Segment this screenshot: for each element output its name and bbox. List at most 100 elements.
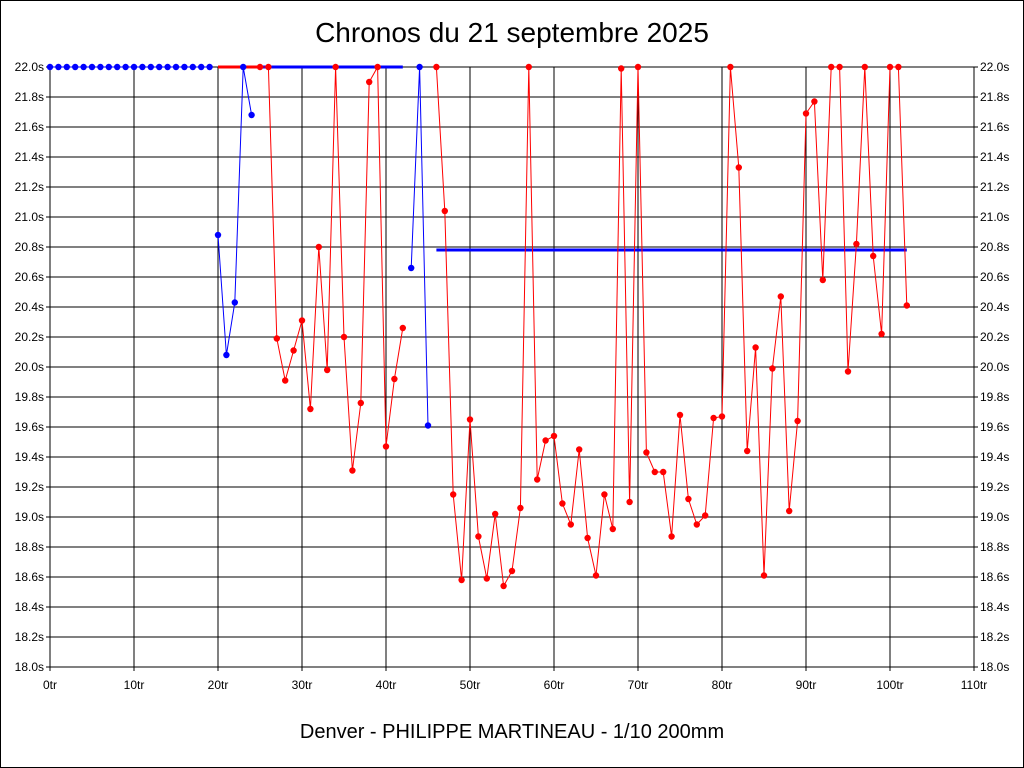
data-point <box>189 63 196 71</box>
data-point <box>500 582 507 590</box>
y-tick-label-right: 19.0s <box>980 510 1009 524</box>
data-point <box>542 437 549 444</box>
y-tick-label-left: 18.8s <box>15 540 44 554</box>
y-tick-label-left: 20.8s <box>15 240 44 254</box>
data-point <box>147 63 154 71</box>
data-point <box>248 111 255 119</box>
data-point <box>324 366 331 374</box>
data-point <box>282 377 289 384</box>
data-point <box>870 252 877 260</box>
data-point <box>475 533 482 540</box>
data-point <box>828 63 835 71</box>
data-point <box>240 63 247 71</box>
series-line-3 <box>410 66 429 426</box>
y-tick-label-right: 18.6s <box>980 570 1009 584</box>
data-point <box>433 63 440 71</box>
data-point <box>584 534 591 542</box>
y-tick-label-left: 20.4s <box>15 300 44 314</box>
data-point <box>626 498 633 506</box>
data-point <box>794 417 801 425</box>
y-tick-label-right: 21.4s <box>980 150 1009 164</box>
data-point <box>466 416 474 423</box>
data-point <box>819 276 826 284</box>
y-tick-label-right: 20.2s <box>980 330 1009 344</box>
y-tick-label-left: 18.4s <box>15 600 44 614</box>
data-point <box>702 512 709 519</box>
chart-title: Chronos du 21 septembre 2025 <box>315 17 709 48</box>
data-point <box>802 110 810 117</box>
data-point <box>265 63 272 71</box>
data-point <box>256 63 264 71</box>
y-tick-label-right: 19.4s <box>980 450 1009 464</box>
data-point <box>676 411 684 419</box>
data-point <box>231 299 238 306</box>
y-tick-label-right: 18.2s <box>980 630 1009 644</box>
y-tick-label-left: 19.8s <box>15 390 44 404</box>
data-point <box>391 375 398 383</box>
y-tick-label-left: 20.6s <box>15 270 44 284</box>
y-tick-label-left: 19.2s <box>15 480 44 494</box>
data-point <box>139 63 146 71</box>
y-tick-label-right: 21.6s <box>980 120 1009 134</box>
y-tick-label-right: 22.0s <box>980 60 1009 74</box>
y-tick-label-right: 20.6s <box>980 270 1009 284</box>
data-point <box>777 293 784 300</box>
data-point <box>46 63 54 71</box>
y-tick-label-right: 20.0s <box>980 360 1009 374</box>
y-tick-label-left: 18.0s <box>15 660 44 674</box>
data-point <box>660 468 667 476</box>
data-point <box>853 240 860 248</box>
y-tick-label-right: 19.6s <box>980 420 1009 434</box>
data-point <box>508 567 516 575</box>
y-tick-label-right: 21.0s <box>980 210 1009 224</box>
y-tick-label-left: 21.4s <box>15 150 44 164</box>
data-point <box>559 500 566 507</box>
data-point <box>105 63 113 71</box>
y-tick-label-right: 21.2s <box>980 180 1009 194</box>
y-tick-label-left: 20.0s <box>15 360 44 374</box>
y-tick-label-right: 18.0s <box>980 660 1009 674</box>
y-tick-label-left: 21.8s <box>15 90 44 104</box>
data-point <box>643 449 650 456</box>
data-point <box>760 572 768 579</box>
data-point <box>122 63 129 71</box>
data-point <box>483 575 490 582</box>
data-point <box>273 335 280 342</box>
data-point <box>525 63 532 71</box>
data-point <box>307 405 314 413</box>
data-point <box>164 63 171 71</box>
data-point <box>878 330 885 338</box>
x-tick-label: 50tr <box>460 678 481 692</box>
data-point <box>97 63 104 71</box>
x-tick-label: 90tr <box>796 678 817 692</box>
x-tick-label: 70tr <box>628 678 649 692</box>
data-point <box>156 63 163 71</box>
x-tick-label: 20tr <box>208 678 229 692</box>
data-point <box>861 63 868 71</box>
x-tick-label: 60tr <box>544 678 565 692</box>
data-point <box>685 495 692 503</box>
data-point <box>601 491 608 498</box>
x-tick-label: 30tr <box>292 678 313 692</box>
data-point <box>290 347 297 354</box>
y-tick-label-right: 20.8s <box>980 240 1009 254</box>
data-point <box>492 510 499 518</box>
y-tick-label-left: 21.2s <box>15 180 44 194</box>
data-point <box>298 317 306 324</box>
data-point <box>836 63 843 71</box>
data-point <box>727 63 734 71</box>
data-point <box>550 432 558 440</box>
data-point <box>592 572 600 579</box>
data-point <box>416 63 423 71</box>
data-point <box>567 521 574 528</box>
y-tick-label-right: 18.8s <box>980 540 1009 554</box>
data-point <box>357 399 364 407</box>
x-tick-label: 110tr <box>961 678 987 692</box>
data-point <box>374 63 381 71</box>
data-point <box>517 504 524 512</box>
data-point <box>80 63 87 71</box>
y-tick-label-left: 20.2s <box>15 330 44 344</box>
series-line-4 <box>435 66 908 588</box>
data-point <box>718 413 726 420</box>
